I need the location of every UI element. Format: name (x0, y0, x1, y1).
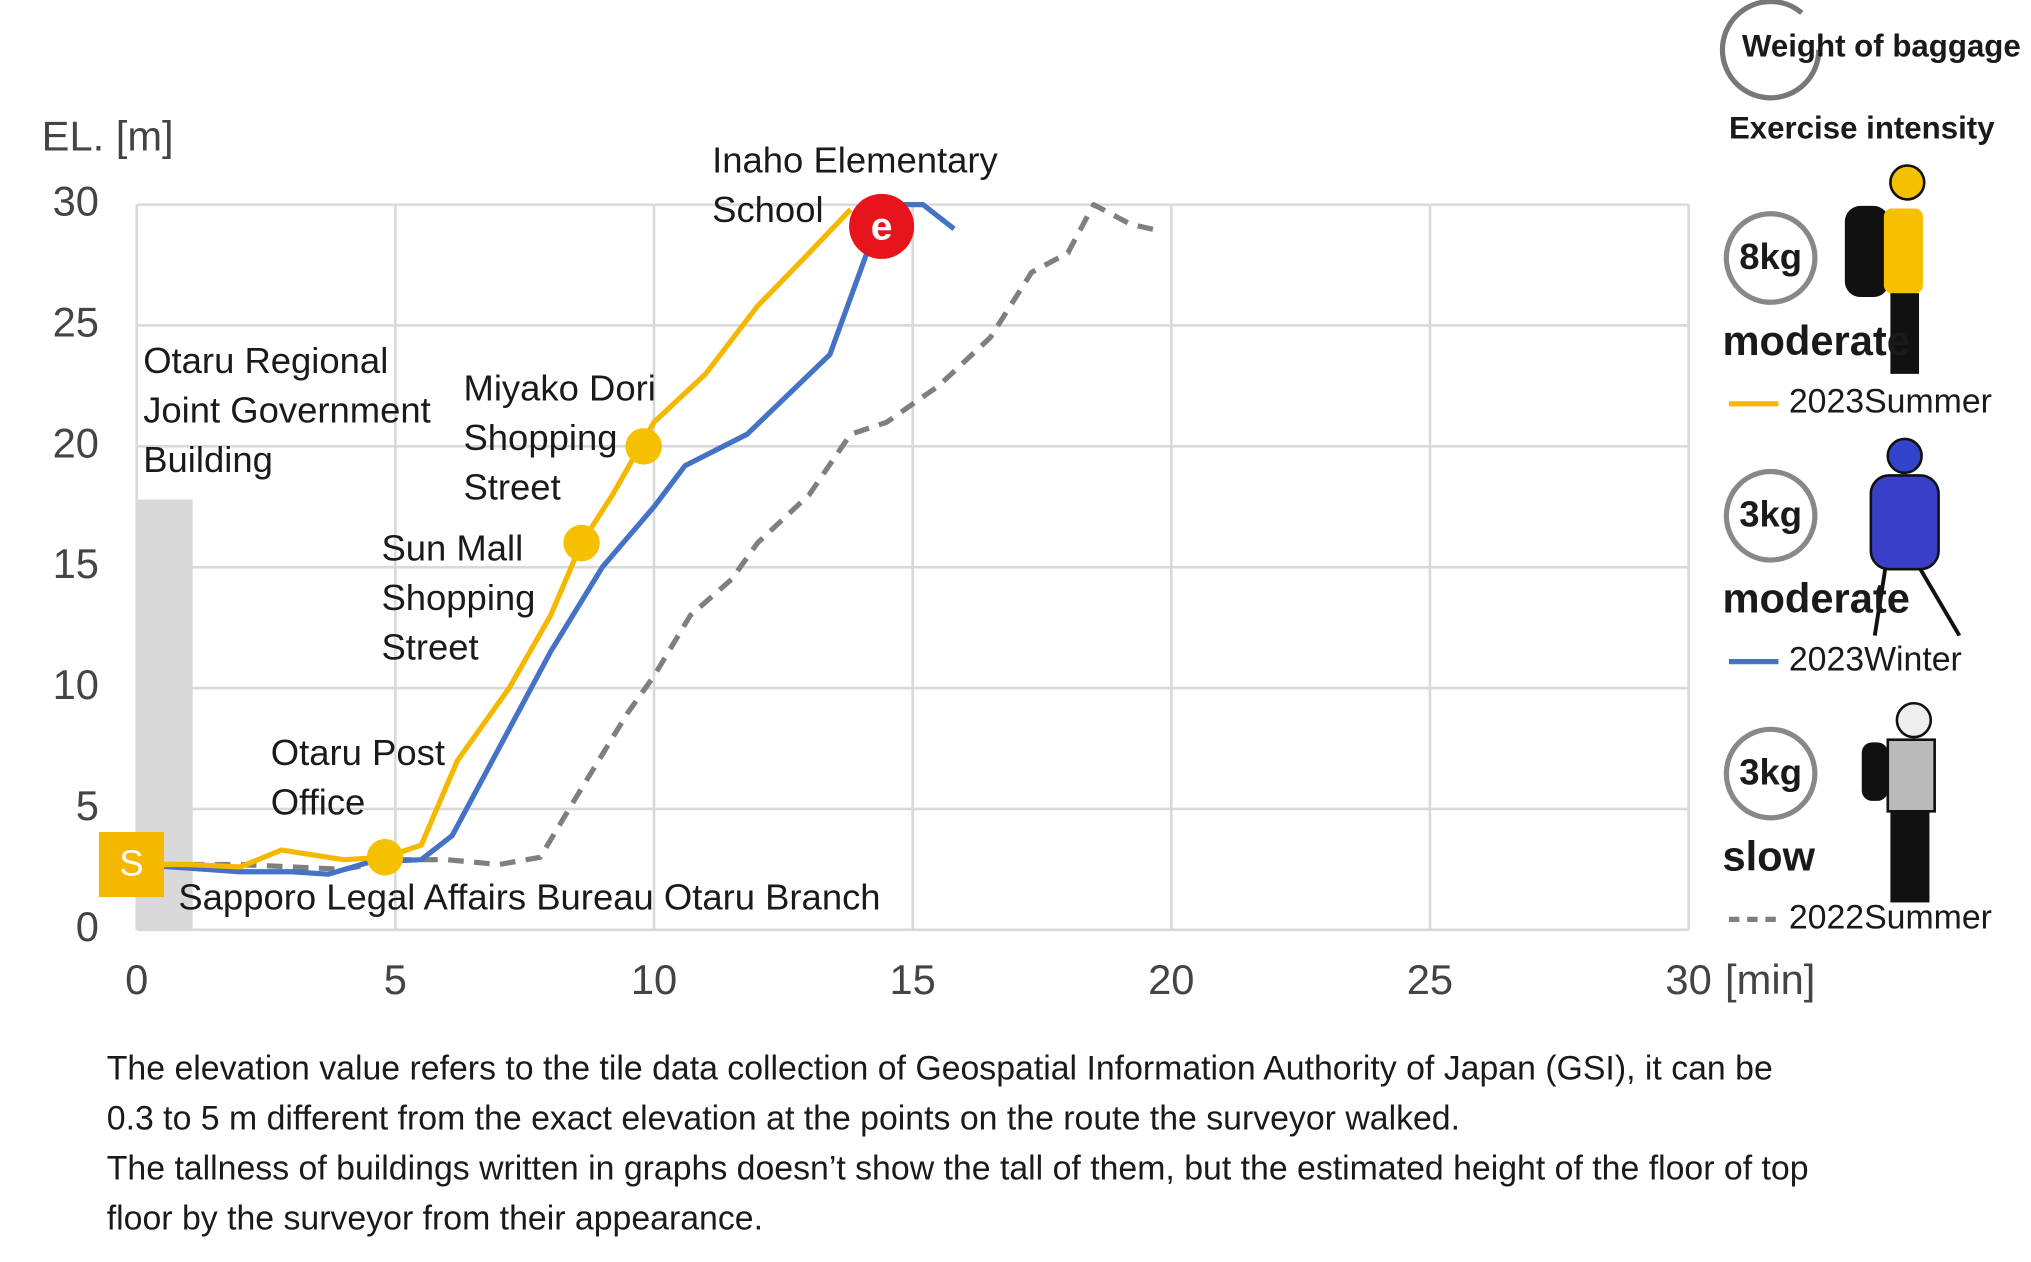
annotation-label: Inaho Elementary (712, 140, 998, 181)
x-tick-label: 0 (125, 956, 148, 1003)
annotation-label: Otaru Regional (143, 340, 388, 381)
series-line (136, 202, 956, 877)
legend-circle (1723, 726, 1818, 821)
legend-label: 2023Winter (1789, 641, 1962, 679)
annotation-label: Miyako Dori (463, 367, 655, 408)
end-marker (849, 193, 915, 259)
annotation-label: Office (271, 781, 366, 822)
legend-label: 2023Summer (1789, 383, 1992, 421)
legend-header: Exercise intensity (1729, 111, 1995, 146)
annotation-label: Street (381, 627, 478, 668)
start-marker (98, 831, 165, 898)
annotation-label: Otaru Post (271, 732, 445, 773)
annotation-label: Shopping (463, 417, 617, 458)
legend-weight: 3kg (1739, 494, 1802, 535)
annotation-label: Building (143, 439, 273, 480)
footnote-line: 0.3 to 5 m different from the exact elev… (107, 1099, 1460, 1137)
hiker-icon (1844, 164, 1926, 374)
legend-weight: 3kg (1739, 751, 1802, 792)
annotation-label: School (712, 189, 823, 230)
hiker-icon (1869, 437, 1962, 637)
annotation-label: Sapporo Legal Affairs Bureau Otaru Branc… (178, 876, 880, 917)
series-line (136, 207, 853, 870)
y-axis-label: EL. [m] (42, 113, 174, 160)
hiker-icon (1861, 701, 1936, 903)
y-tick-label: 20 (53, 419, 99, 466)
marker-label: e (871, 205, 893, 248)
footnote-line: floor by the surveyor from their appeara… (107, 1200, 763, 1238)
legend-weight: 8kg (1739, 236, 1802, 277)
y-tick-label: 0 (76, 903, 99, 950)
legend-intensity: moderate (1722, 317, 1910, 364)
annotation-label: Street (463, 466, 560, 507)
x-tick-label: 5 (384, 956, 407, 1003)
x-tick-label: 15 (889, 956, 935, 1003)
x-axis-label: [min] (1725, 956, 1815, 1003)
point-marker (625, 428, 662, 465)
annotation-label: Shopping (381, 577, 535, 618)
y-tick-label: 30 (53, 178, 99, 225)
x-tick-label: 30 (1665, 956, 1711, 1003)
legend-header-circle (1719, 0, 1822, 101)
footnote-line: The tallness of buildings written in gra… (107, 1150, 1809, 1188)
y-tick-label: 25 (53, 298, 99, 345)
x-tick-label: 10 (631, 956, 677, 1003)
marker-label: S (119, 842, 143, 883)
legend-intensity: moderate (1722, 575, 1910, 622)
y-tick-label: 15 (53, 540, 99, 587)
footnote: The elevation value refers to the tile d… (107, 1049, 1809, 1237)
x-tick-label: 25 (1407, 956, 1453, 1003)
y-tick-label: 10 (53, 661, 99, 708)
point-marker (563, 524, 600, 562)
x-tick-label: 20 (1148, 956, 1194, 1003)
point-marker (366, 839, 404, 876)
legend-circle (1723, 211, 1818, 305)
legend-label: 2022Summer (1789, 898, 1992, 936)
annotation-label: Sun Mall (381, 528, 523, 569)
legend-circle (1723, 468, 1818, 563)
legend-intensity: slow (1722, 832, 1815, 879)
series-line (136, 202, 1162, 872)
legend-header: Weight of baggage (1742, 29, 2021, 64)
footnote-line: The elevation value refers to the tile d… (107, 1049, 1773, 1087)
y-tick-label: 5 (76, 782, 99, 829)
annotation-label: Joint Government (143, 390, 431, 431)
